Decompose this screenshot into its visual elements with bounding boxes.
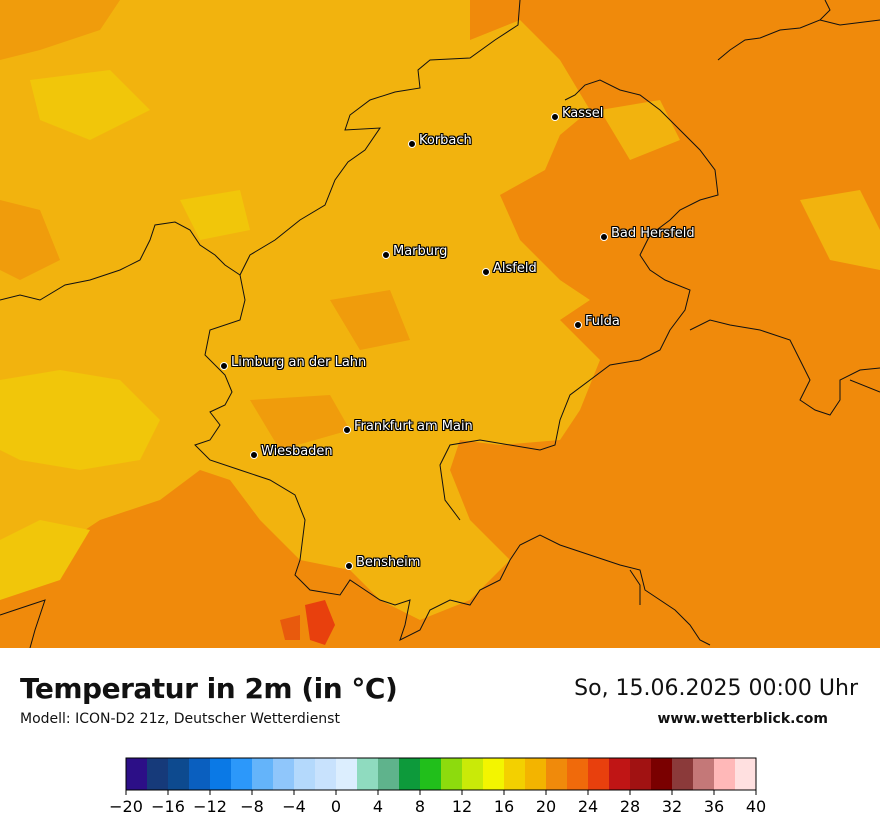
warm-zone-lightyellow-2 [0,520,90,600]
warm-zone-lightyellow-1 [0,370,160,470]
city-label: Frankfurt am Main [354,419,473,434]
color-legend: −20 −16 −12 −8 −4 0 4 8 12 16 20 24 28 32 36 40 [109,753,770,823]
orange-patch-2 [0,200,60,280]
legend-swatch [546,758,568,790]
legend-swatch [630,758,652,790]
orange-patch-1 [0,0,120,60]
forecast-datetime: So, 15.06.2025 00:00 Uhr [574,676,858,701]
legend-svg: −20 −16 −12 −8 −4 0 4 8 12 16 20 24 28 32 36 40 [109,757,766,816]
legend-swatch [147,758,169,790]
border-northeast [717,0,880,61]
city-marker [408,140,416,148]
legend-swatch [567,758,589,790]
legend-swatch [315,758,337,790]
legend-swatch [126,758,148,790]
city-label: Korbach [419,133,472,148]
legend-swatch [273,758,295,790]
legend-tick-label: 40 [746,797,766,816]
temperature-map: Kassel Korbach Bad Hersfeld Marburg Alsfeld F… [0,0,880,649]
legend-swatch [399,758,421,790]
city-marker [250,451,258,459]
legend-tick-label: 28 [620,797,640,816]
state-border [194,0,711,646]
hot-zone-red [305,600,335,645]
legend-border [125,757,757,791]
legend-swatch [672,758,694,790]
legend-tick-label: −4 [282,797,306,816]
legend-tick-label: 32 [662,797,682,816]
city-label: Alsfeld [493,261,537,276]
map-title: Temperatur in 2m (in °C) [20,672,398,705]
legend-swatch [378,758,400,790]
legend-tick-label: 24 [578,797,598,816]
legend-swatch [189,758,211,790]
city-marker [600,233,608,241]
city-label: Marburg [393,244,448,259]
east-yellow-patch [800,190,880,270]
city-label: Bad Hersfeld [611,226,695,241]
legend-swatch [483,758,505,790]
legend-swatch [168,758,190,790]
legend-tick-label: −8 [240,797,264,816]
legend-swatch [588,758,610,790]
legend-swatch [462,758,484,790]
legend-swatch [735,758,757,790]
legend-tick-label: 0 [331,797,341,816]
legend-swatch [420,758,442,790]
legend-tick-label: 4 [373,797,383,816]
city-marker [482,268,490,276]
orange-patch-4 [250,395,350,450]
legend-swatch [693,758,715,790]
border-east-right [689,319,880,416]
legend-swatch [651,758,673,790]
map-canvas [0,0,880,649]
legend-swatch [609,758,631,790]
legend-tick-label: 20 [536,797,556,816]
city-label: Kassel [562,106,604,121]
legend-swatch [294,758,316,790]
hot-zone-red-2 [280,615,300,640]
legend-tick-label: 12 [452,797,472,816]
city-marker [382,251,390,259]
warm-zone-yellow [0,0,600,620]
city-marker [343,426,351,434]
city-label: Bensheim [356,555,421,570]
legend-swatch [252,758,274,790]
legend-swatch [525,758,547,790]
website-link[interactable]: www.wetterblick.com [657,711,829,727]
legend-swatch [210,758,232,790]
map-footer: Temperatur in 2m (in °C) Modell: ICON-D2… [0,648,880,830]
city-marker [574,321,582,329]
city-marker [220,362,228,370]
legend-swatch [504,758,526,790]
legend-tick-label: 36 [704,797,724,816]
city-marker [551,113,559,121]
legend-tick-label: −12 [193,797,227,816]
warm-zone-lightyellow-4 [180,190,250,240]
model-info: Modell: ICON-D2 21z, Deutscher Wetterdie… [20,711,340,727]
border-southwest [0,599,46,649]
legend-tick-label: 16 [494,797,514,816]
city-label: Wiesbaden [261,444,333,459]
legend-tick-label: 8 [415,797,425,816]
legend-tick-label: −20 [110,797,143,816]
city-marker [345,562,353,570]
legend-swatch [714,758,736,790]
legend-swatch [441,758,463,790]
legend-swatch [231,758,253,790]
legend-swatch [357,758,379,790]
warm-zone-lightyellow-3 [30,70,150,140]
legend-swatch [336,758,358,790]
border-west [0,221,241,301]
city-label: Limburg an der Lahn [231,355,367,370]
state-border-east [439,79,719,521]
city-label: Fulda [585,314,620,329]
legend-tick-label: −16 [151,797,185,816]
orange-patch-3 [330,290,410,350]
border-south-right [629,569,641,605]
east-yellow-patch-2 [600,100,680,160]
